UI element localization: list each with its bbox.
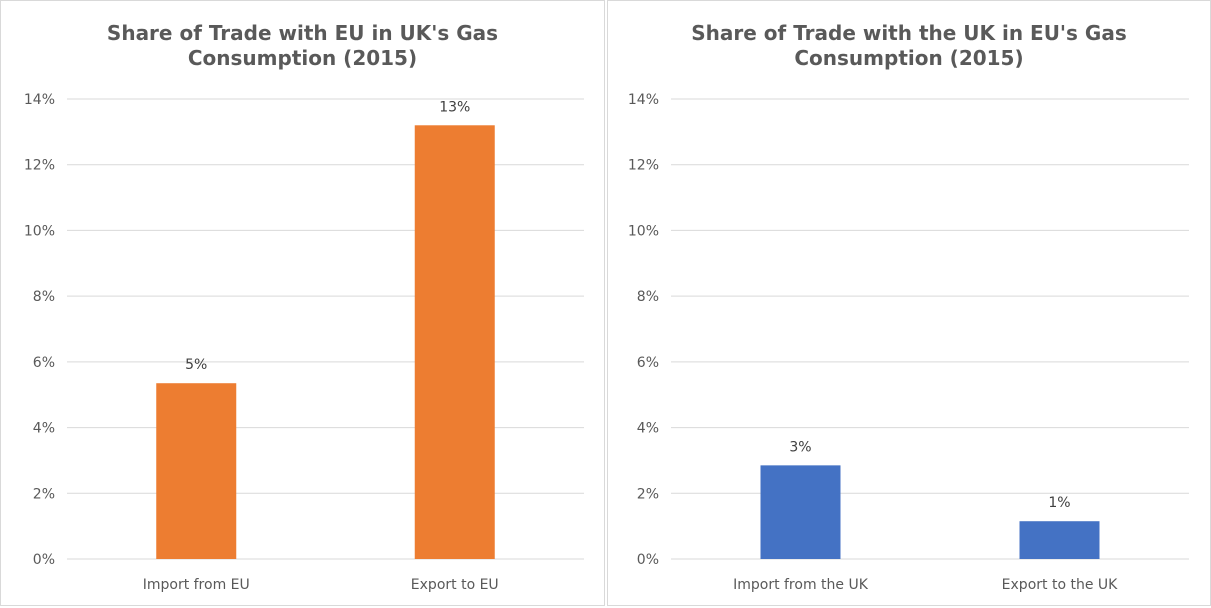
chart-title-line: Consumption (2015) [187,46,418,70]
x-tick-label: Import from the UK [733,577,869,593]
bar [156,383,237,559]
y-tick-label: 14% [628,92,659,108]
y-tick-label: 10% [24,223,55,239]
bar [760,465,841,559]
x-tick-label: Export to the UK [1002,577,1118,593]
bar [1019,521,1100,559]
data-label: 3% [789,439,811,455]
x-tick-label: Import from EU [143,577,250,593]
y-tick-label: 8% [637,289,659,305]
y-tick-label: 2% [33,486,55,502]
chart-panel-trade-with-uk: Share of Trade with the UK in EU's Gas C… [607,0,1211,606]
bar [414,125,495,560]
y-tick-label: 0% [637,552,659,568]
y-tick-label: 4% [33,421,55,437]
y-tick-label: 6% [637,355,659,371]
data-label: 13% [439,99,470,115]
chart-title-line: Consumption (2015) [794,46,1024,70]
chart-title-line: Share of Trade with the UK in EU's Gas [691,21,1127,45]
chart-title: Share of Trade with EU in UK's Gas Consu… [1,21,604,71]
y-tick-label: 0% [33,552,55,568]
y-tick-label: 4% [637,421,659,437]
y-tick-label: 12% [24,158,55,174]
chart-plot-area: 0% 2% 4% 6% 8% 10% 12% 14% 5% Import from EU 13% Ex… [24,92,584,593]
chart-panel-trade-with-eu: Share of Trade with EU in UK's Gas Consu… [0,0,605,606]
y-tick-label: 12% [628,158,659,174]
y-tick-label: 10% [628,223,659,239]
chart-title-line: Share of Trade with EU in UK's Gas [106,21,499,45]
chart-title: Share of Trade with the UK in EU's Gas C… [608,21,1210,71]
y-tick-label: 6% [33,355,55,371]
y-tick-label: 14% [24,92,55,108]
y-tick-label: 2% [637,486,659,502]
y-tick-label: 8% [33,289,55,305]
chart-plot-area: 0% 2% 4% 6% 8% 10% 12% 14% 3% Import from the UK 1… [628,92,1189,593]
data-label: 5% [185,357,207,373]
x-tick-label: Export to EU [411,577,499,593]
data-label: 1% [1048,495,1070,511]
